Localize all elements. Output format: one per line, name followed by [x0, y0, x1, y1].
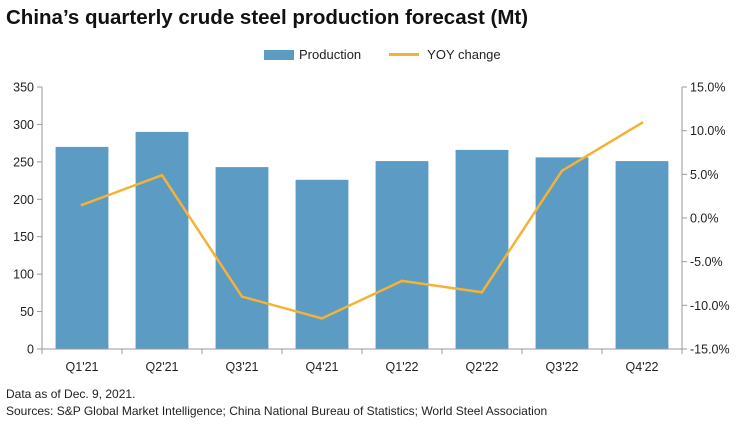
yoy-point-4 [400, 279, 404, 283]
yoy-point-1 [160, 173, 164, 177]
right-tick-label-2: -5.0% [690, 255, 723, 269]
left-tick-label-7: 350 [13, 81, 34, 95]
bar-5 [455, 149, 509, 349]
right-tick-label-4: 5.0% [690, 168, 719, 182]
left-tick-label-4: 200 [13, 193, 34, 207]
bar-2 [215, 167, 269, 349]
yoy-point-6 [560, 169, 564, 173]
x-tick-label-2: Q3'21 [226, 360, 259, 374]
right-tick-label-6: 15.0% [690, 81, 725, 95]
legend-swatch-production [264, 49, 294, 60]
right-tick-label-1: -10.0% [690, 299, 730, 313]
yoy-point-5 [480, 290, 484, 294]
bar-6 [535, 157, 589, 349]
left-tick-label-3: 150 [13, 230, 34, 244]
left-tick-label-0: 0 [27, 343, 34, 357]
right-tick-label-0: -15.0% [690, 343, 730, 357]
x-tick-label-6: Q3'22 [546, 360, 579, 374]
legend-label-production: Production [299, 47, 362, 62]
yoy-point-0 [80, 203, 84, 207]
legend-item-yoy: YOY change [389, 47, 501, 62]
chart-title: China’s quarterly crude steel production… [6, 6, 529, 29]
bar-7 [615, 161, 669, 349]
left-tick-label-2: 100 [13, 268, 34, 282]
chart-legend: Production YOY change [264, 47, 529, 62]
right-tick-label-3: 0.0% [690, 212, 719, 226]
legend-item-production: Production [264, 47, 361, 62]
x-tick-label-0: Q1'21 [66, 360, 99, 374]
chart-axes [37, 86, 687, 354]
bar-4 [375, 161, 429, 349]
x-tick-label-3: Q4'21 [306, 360, 339, 374]
tick-labels: 0 50 100 150 200 250 300 350 -15.0% -10.0% -5.0% 0.… [13, 81, 729, 375]
legend-label-yoy: YOY change [427, 47, 501, 62]
data-date-note: Data as of Dec. 9, 2021. [6, 387, 136, 401]
bar-series-production [55, 131, 669, 349]
bar-1 [135, 131, 189, 349]
x-tick-label-4: Q1'22 [386, 360, 419, 374]
x-tick-label-5: Q2'22 [466, 360, 499, 374]
legend-swatch-yoy [389, 53, 420, 56]
right-tick-label-5: 10.0% [690, 124, 725, 138]
line-series-yoy [80, 121, 644, 320]
bar-3 [295, 179, 349, 349]
yoy-point-3 [320, 317, 324, 320]
left-tick-label-5: 250 [13, 155, 34, 169]
yoy-point-7 [640, 121, 644, 125]
x-tick-label-1: Q2'21 [146, 360, 179, 374]
sources-note: Sources: S&P Global Market Intelligence;… [6, 404, 548, 418]
left-tick-label-1: 50 [20, 305, 34, 319]
x-tick-label-7: Q4'22 [626, 360, 659, 374]
bar-0 [55, 146, 109, 349]
yoy-line [80, 121, 644, 320]
left-tick-label-6: 300 [13, 118, 34, 132]
yoy-point-2 [240, 295, 244, 298]
